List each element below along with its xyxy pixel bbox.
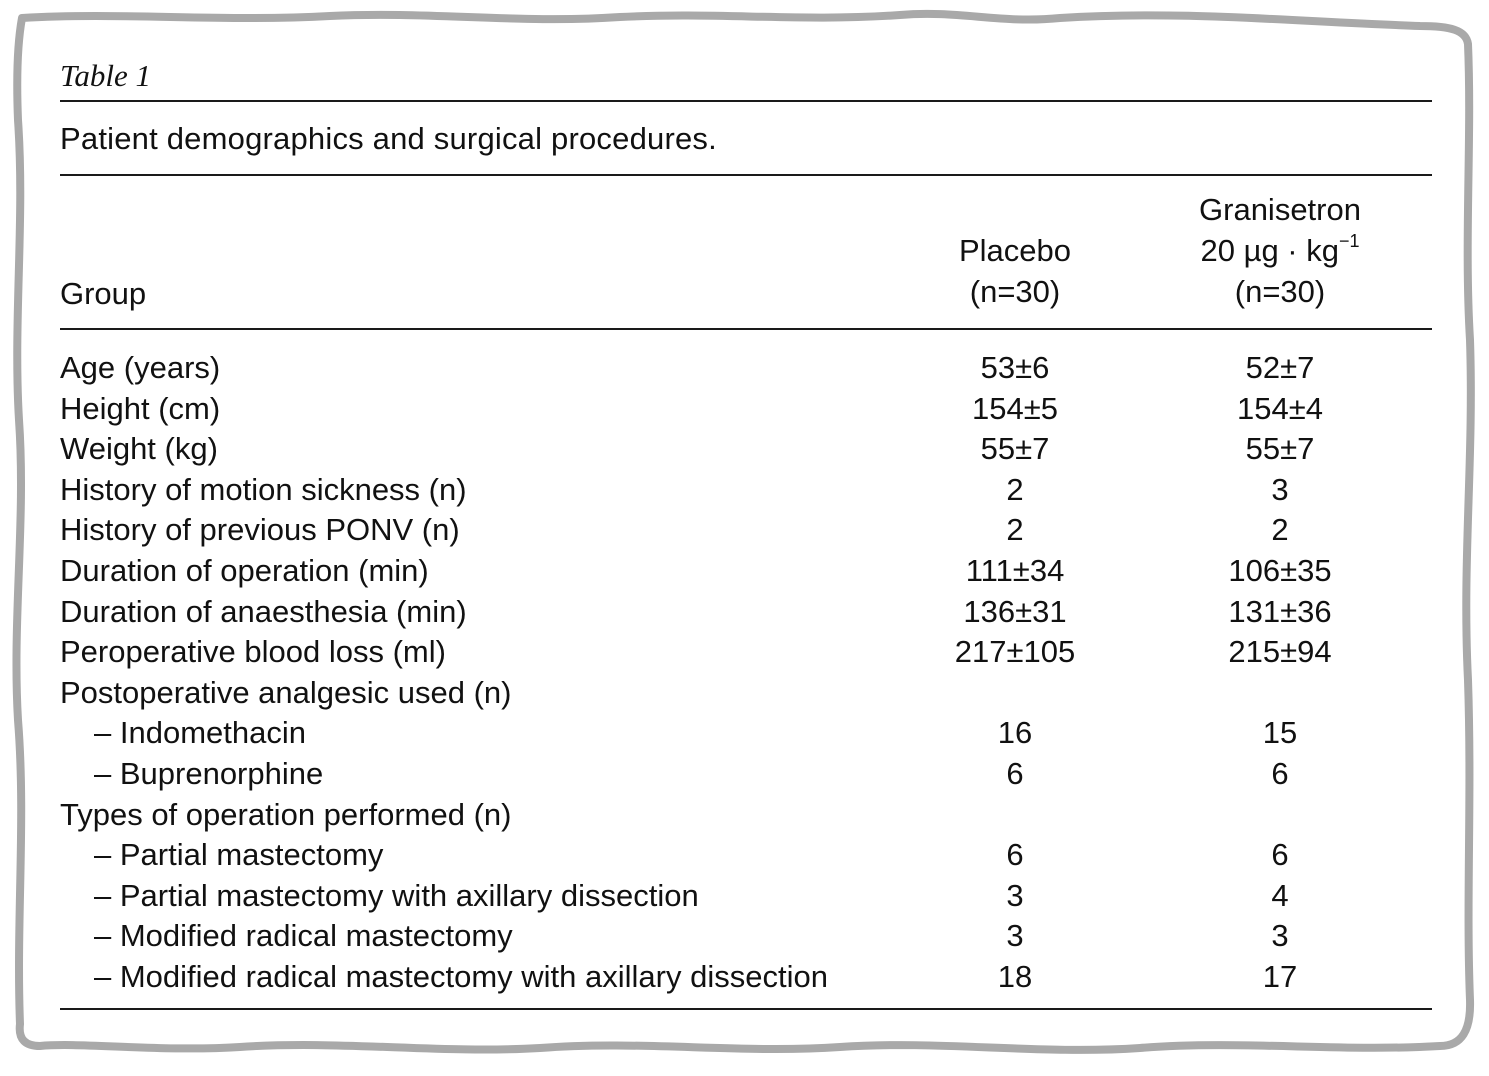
row-placebo-value: 55±7 (980, 431, 1050, 467)
table-row-section: Postoperative analgesic used (n) (60, 673, 1432, 714)
row-label: – Modified radical mastectomy (94, 918, 513, 954)
row-granisetron-value: 2 (1271, 512, 1289, 548)
table-row: Age (years) 53±6 52±7 (60, 348, 1432, 389)
header-granisetron: Granisetron 20 µg · kg−1 (n=30) (1165, 189, 1395, 312)
row-granisetron-value: 131±36 (1228, 593, 1332, 629)
row-granisetron-value: 6 (1271, 837, 1289, 873)
row-label: – Partial mastectomy (94, 837, 384, 873)
header-group: Group (60, 276, 147, 311)
row-label: History of previous PONV (n) (60, 512, 460, 548)
row-label: Age (years) (60, 350, 221, 385)
row-granisetron-value: 15 (1262, 715, 1298, 751)
header-placebo-line1: Placebo (958, 233, 1072, 268)
row-label: Height (cm) (60, 390, 221, 426)
row-placebo-value: 6 (1006, 837, 1024, 873)
row-label: Postoperative analgesic used (n) (60, 674, 512, 710)
table-container: Table 1 Patient demographics and surgica… (60, 50, 1432, 1010)
table-body: Age (years) 53±6 52±7 Height (cm) 154±5 … (60, 330, 1432, 1008)
row-label: Types of operation performed (n) (60, 796, 512, 832)
row-placebo-value: 2 (1006, 512, 1024, 548)
row-label: Duration of anaesthesia (min) (60, 593, 467, 629)
table-row: Peroperative blood loss (ml) 217±105 215… (60, 632, 1432, 673)
row-granisetron-value: 154±4 (1237, 390, 1323, 426)
row-placebo-value: 2 (1006, 471, 1024, 507)
row-placebo-value: 53±6 (980, 350, 1050, 385)
table-row: – Modified radical mastectomy 3 3 (60, 916, 1432, 957)
header-granisetron-line2: 20 µg · kg−1 (1165, 230, 1395, 271)
top-rule (60, 100, 1432, 102)
row-granisetron-value: 106±35 (1228, 552, 1332, 588)
header-placebo-line2: (n=30) (969, 274, 1061, 309)
row-granisetron-value: 3 (1271, 918, 1289, 954)
header-granisetron-exponent: −1 (1338, 231, 1360, 251)
header-granisetron-line3: (n=30) (1234, 274, 1326, 309)
table-row: History of motion sickness (n) 2 3 (60, 470, 1432, 511)
row-granisetron-value: 4 (1271, 877, 1289, 913)
table-row: Height (cm) 154±5 154±4 (60, 389, 1432, 430)
table-label: Table 1 (60, 58, 152, 93)
row-label: Peroperative blood loss (ml) (60, 634, 446, 670)
table-row: – Indomethacin 16 15 (60, 713, 1432, 754)
row-placebo-value: 154±5 (972, 390, 1058, 426)
row-granisetron-value: 215±94 (1228, 634, 1332, 670)
row-label: – Buprenorphine (94, 755, 324, 791)
table-row: Duration of operation (min) 111±34 106±3… (60, 551, 1432, 592)
table-header: Group Placebo (n=30) Granisetron 20 µg ·… (60, 176, 1432, 328)
row-granisetron-value: 17 (1262, 958, 1298, 994)
row-placebo-value: 111±34 (965, 552, 1065, 588)
row-granisetron-value: 52±7 (1245, 350, 1315, 385)
row-placebo-value: 6 (1006, 755, 1024, 791)
header-placebo: Placebo (n=30) (910, 230, 1120, 312)
table-row-section: Types of operation performed (n) (60, 795, 1432, 836)
row-label: – Modified radical mastectomy with axill… (94, 958, 828, 994)
row-placebo-value: 18 (997, 958, 1033, 994)
table-row: Weight (kg) 55±7 55±7 (60, 429, 1432, 470)
row-label: – Indomethacin (94, 715, 306, 751)
row-placebo-value: 3 (1006, 877, 1024, 913)
table-row: History of previous PONV (n) 2 2 (60, 510, 1432, 551)
row-granisetron-value: 6 (1271, 755, 1289, 791)
table-caption: Patient demographics and surgical proced… (60, 121, 717, 156)
row-label: Weight (kg) (60, 431, 218, 467)
table-row: – Buprenorphine 6 6 (60, 754, 1432, 795)
header-granisetron-dose: 20 µg · kg (1200, 233, 1339, 268)
row-placebo-value: 217±105 (954, 634, 1076, 670)
bottom-rule (60, 1007, 1432, 1010)
caption-rule (60, 174, 1432, 176)
row-granisetron-value: 3 (1271, 471, 1289, 507)
table-row: – Partial mastectomy 6 6 (60, 835, 1432, 876)
row-placebo-value: 3 (1006, 918, 1024, 954)
row-label: History of motion sickness (n) (60, 471, 467, 507)
table-row: Duration of anaesthesia (min) 136±31 131… (60, 592, 1432, 633)
table-row: – Partial mastectomy with axillary disse… (60, 876, 1432, 917)
row-placebo-value: 136±31 (963, 593, 1067, 629)
row-placebo-value: 16 (997, 715, 1033, 751)
header-granisetron-line1: Granisetron (1199, 192, 1361, 227)
row-label: – Partial mastectomy with axillary disse… (94, 877, 699, 913)
row-label: Duration of operation (min) (60, 552, 429, 588)
header-rule (60, 328, 1432, 330)
row-granisetron-value: 55±7 (1245, 431, 1315, 467)
table-row: – Modified radical mastectomy with axill… (60, 957, 1432, 998)
